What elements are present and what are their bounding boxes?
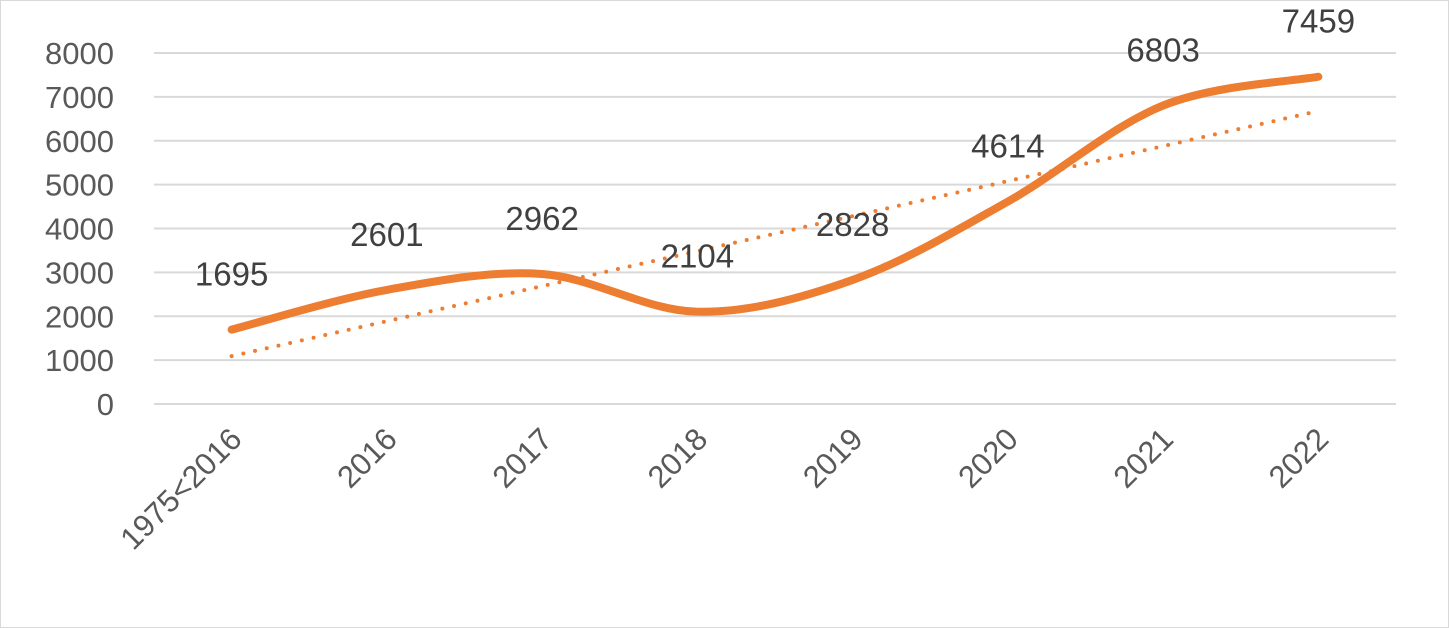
data-label: 2601 xyxy=(350,216,423,253)
x-axis-tick-labels: 1975<2016 2016 2017 2018 2019 2020 2021 2022 xyxy=(113,421,1335,556)
data-label: 4614 xyxy=(971,128,1044,165)
y-tick-label: 2000 xyxy=(45,299,114,334)
y-tick-label: 5000 xyxy=(45,168,114,203)
data-label: 2104 xyxy=(661,238,734,275)
x-tick-label: 2022 xyxy=(1262,421,1336,495)
data-label: 1695 xyxy=(195,256,268,293)
x-tick-label: 2017 xyxy=(486,421,560,495)
x-tick-label: 2016 xyxy=(330,421,404,495)
series-lines xyxy=(227,72,1323,334)
data-labels: 1695 2601 2962 2104 2828 4614 6803 7459 xyxy=(195,3,1355,293)
y-tick-label: 8000 xyxy=(45,36,114,71)
gridlines xyxy=(154,52,1396,405)
data-label: 6803 xyxy=(1126,32,1199,69)
data-label: 2962 xyxy=(505,200,578,237)
y-tick-label: 1000 xyxy=(45,343,114,378)
y-tick-label: 3000 xyxy=(45,255,114,290)
y-tick-label: 0 xyxy=(97,387,114,422)
y-tick-label: 6000 xyxy=(45,124,114,159)
x-tick-label: 2020 xyxy=(951,421,1025,495)
y-tick-label: 7000 xyxy=(45,80,114,115)
x-tick-label: 2018 xyxy=(641,421,715,495)
series-line xyxy=(227,72,1323,334)
data-label: 2828 xyxy=(816,206,889,243)
y-tick-label: 4000 xyxy=(45,212,114,247)
y-axis-tick-labels: 0 1000 2000 3000 4000 5000 6000 7000 8000 xyxy=(45,36,114,422)
x-tick-label: 2021 xyxy=(1107,421,1181,495)
x-tick-label: 1975<2016 xyxy=(113,421,248,556)
x-tick-label: 2019 xyxy=(796,421,870,495)
data-label: 7459 xyxy=(1282,3,1355,40)
